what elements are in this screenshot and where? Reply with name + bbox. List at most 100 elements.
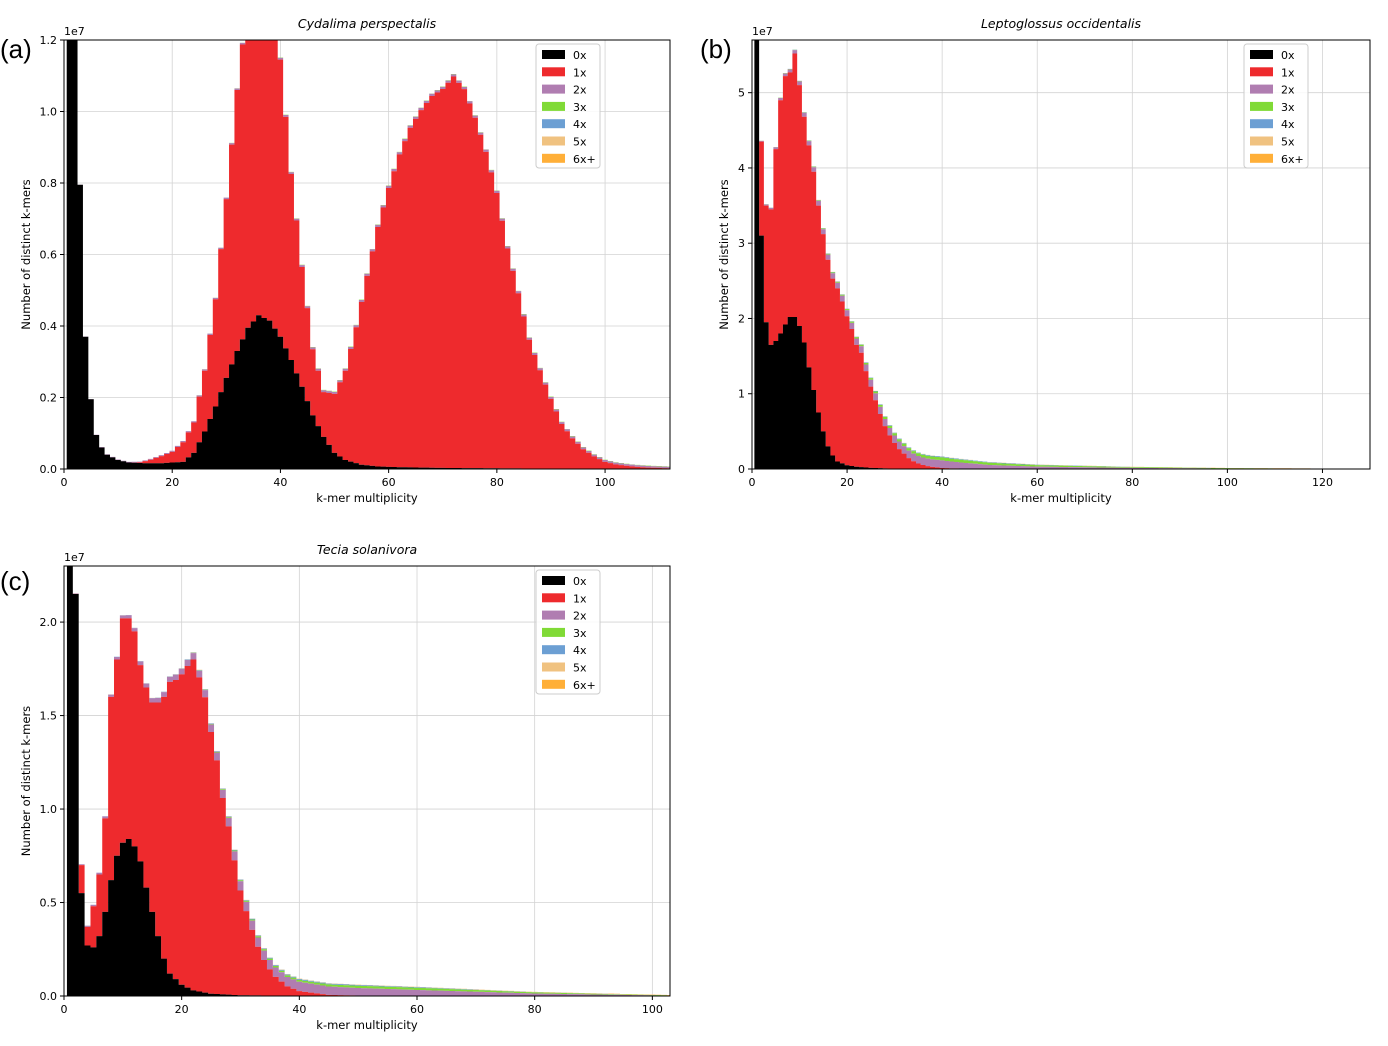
y-tick-label: 0.6 [40, 249, 58, 262]
y-axis-label: Number of distinct k-mers [717, 179, 731, 329]
y-tick-label: 1 [738, 388, 745, 401]
y-tick-label: 1.5 [40, 710, 58, 723]
x-axis-label: k-mer multiplicity [316, 491, 418, 505]
legend-swatch [542, 610, 565, 620]
legend-label: 4x [573, 644, 587, 657]
series-layers [754, 40, 1370, 469]
legend: 0x 1x 2x 3x 4x 5x 6x+ [1243, 43, 1309, 169]
legend-swatch [542, 50, 565, 59]
x-tick-label: 0 [749, 476, 756, 489]
legend-label: 0x [573, 49, 587, 62]
panel-label: (b) [700, 34, 732, 64]
x-tick-label: 100 [642, 1003, 663, 1016]
legend-label: 2x [573, 610, 587, 623]
legend-swatch [542, 84, 565, 94]
y-offset-text: 1e7 [752, 25, 773, 38]
x-tick-label: 20 [175, 1003, 189, 1016]
x-tick-label: 20 [165, 476, 179, 489]
x-tick-label: 40 [292, 1003, 306, 1016]
legend-label: 1x [1281, 66, 1295, 79]
legend-label: 0x [573, 575, 587, 588]
y-axis-label: Number of distinct k-mers [19, 706, 33, 856]
x-tick-label: 40 [273, 476, 287, 489]
x-tick-label: 60 [1030, 476, 1044, 489]
legend-label: 5x [573, 662, 587, 675]
legend-swatch [542, 67, 565, 77]
legend-swatch [1250, 119, 1273, 129]
legend-swatch [542, 101, 565, 111]
legend-swatch [1250, 67, 1273, 77]
legend: 0x 1x 2x 3x 4x 5x 6x+ [535, 43, 601, 169]
x-axis-label: k-mer multiplicity [1010, 491, 1112, 505]
plot-frame [63, 565, 671, 997]
legend-swatch [542, 119, 565, 129]
y-axis-label: Number of distinct k-mers [19, 179, 33, 329]
legend-swatch [542, 627, 565, 637]
legend-label: 1x [573, 66, 587, 79]
legend-swatch [542, 136, 565, 146]
series-layers [66, 566, 670, 996]
y-offset-text: 1e7 [64, 25, 85, 38]
legend-label: 5x [573, 136, 587, 149]
legend-label: 6x+ [1281, 153, 1304, 166]
legend-label: 6x+ [573, 153, 596, 166]
legend-label: 3x [573, 627, 587, 640]
legend-swatch [542, 576, 565, 585]
y-tick-label: 0.0 [40, 463, 58, 476]
series-1x [77, 40, 670, 469]
y-tick-label: 0.0 [40, 990, 58, 1003]
legend-label: 6x+ [573, 679, 596, 692]
legend-swatch [542, 645, 565, 655]
chart-panel-a: (a) 0 20 40 60 80 100 0.0 0.2 0.4 0.6 0.8 1.0 1.2 1e7… [0, 0, 690, 515]
y-tick-label: 2 [738, 312, 745, 325]
chart-svg: 0 20 40 60 80 100 0.0 0.2 0.4 0.6 0.8 1.0 1.2 1e7 Cyda… [19, 16, 671, 505]
y-tick-label: 4 [738, 162, 745, 175]
legend-label: 2x [1281, 84, 1295, 97]
legend-swatch [542, 662, 565, 672]
x-tick-label: 60 [410, 1003, 424, 1016]
y-tick-label: 0.8 [40, 177, 58, 190]
series-0x [754, 40, 1370, 469]
legend-label: 3x [573, 101, 587, 114]
y-tick-label: 1.2 [40, 34, 58, 47]
legend-swatch [542, 153, 565, 163]
chart-svg: 0 20 40 60 80 100 120 0 1 2 3 4 5 1e7 Leptoglossus occ… [717, 16, 1371, 505]
legend-swatch [542, 679, 565, 689]
y-tick-label: 1.0 [40, 106, 58, 119]
chart-svg: 0 20 40 60 80 100 0.0 0.5 1.0 1.5 2.0 1e7 Tecia sola… [19, 542, 671, 1032]
series-layers [66, 40, 670, 469]
legend-label: 1x [573, 592, 587, 605]
legend-label: 4x [573, 118, 587, 131]
y-tick-label: 0.5 [40, 897, 58, 910]
y-tick-label: 0 [738, 463, 745, 476]
x-tick-label: 40 [935, 476, 949, 489]
x-tick-label: 80 [490, 476, 504, 489]
series-0x [66, 566, 670, 996]
legend: 0x 1x 2x 3x 4x 5x 6x+ [535, 569, 601, 695]
y-tick-label: 0.2 [40, 392, 58, 405]
legend-swatch [1250, 101, 1273, 111]
x-tick-label: 0 [61, 476, 68, 489]
y-tick-label: 5 [738, 87, 745, 100]
plot-frame [751, 39, 1371, 470]
legend-label: 2x [573, 84, 587, 97]
panel-label: (a) [0, 34, 32, 64]
y-tick-label: 0.4 [40, 320, 58, 333]
chart-title: Tecia solanivora [317, 542, 417, 557]
x-tick-label: 60 [382, 476, 396, 489]
chart-title: Cydalima perspectalis [298, 16, 437, 31]
x-tick-label: 80 [528, 1003, 542, 1016]
chart-panel-c: (c) 0 20 40 60 80 100 0.0 0.5 1.0 1.5 2.0 1e7 Tecia … [0, 528, 690, 1043]
x-tick-label: 100 [595, 476, 616, 489]
legend-swatch [542, 593, 565, 603]
legend-swatch [1250, 136, 1273, 146]
x-tick-label: 100 [1217, 476, 1238, 489]
legend-label: 4x [1281, 118, 1295, 131]
x-tick-label: 120 [1312, 476, 1333, 489]
panel-label: (c) [0, 566, 31, 596]
chart-title: Leptoglossus occidentalis [981, 16, 1142, 31]
legend-swatch [1250, 153, 1273, 163]
series-1x [66, 566, 670, 996]
legend-label: 0x [1281, 49, 1295, 62]
x-tick-label: 20 [840, 476, 854, 489]
